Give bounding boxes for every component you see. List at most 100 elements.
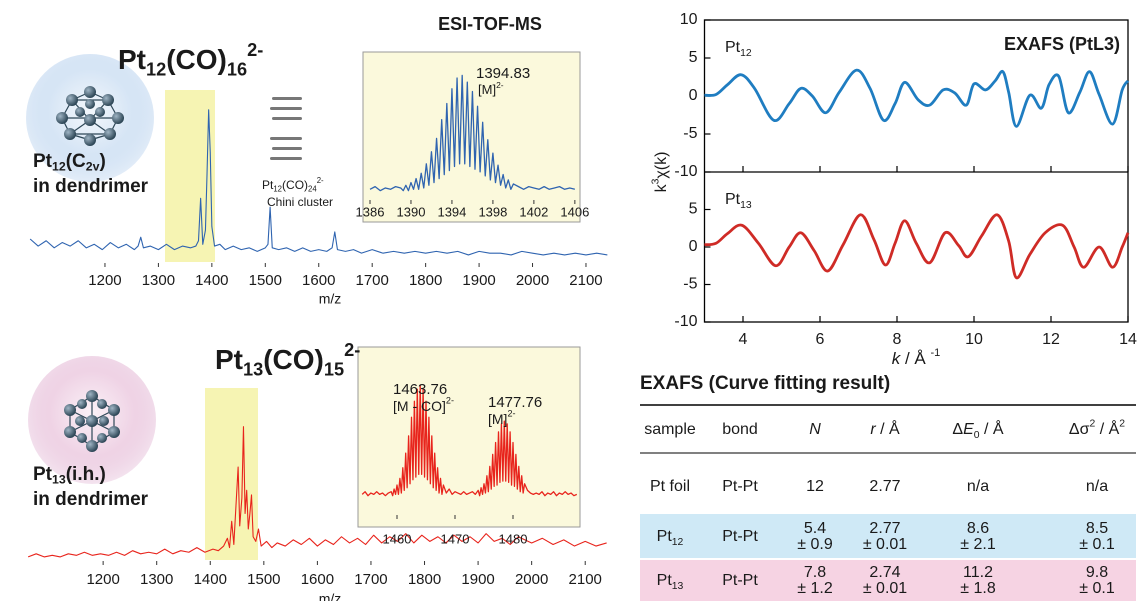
y-tick-label: 5 xyxy=(689,49,698,66)
row-band xyxy=(640,560,1136,601)
inset-box xyxy=(357,346,581,528)
cluster-label: Pt13(i.h.) xyxy=(33,464,106,487)
text-part: (CO) xyxy=(263,344,324,375)
x-tick-label: 2100 xyxy=(569,571,602,588)
x-axis-label: m/z xyxy=(319,591,342,601)
text-part: (CO) xyxy=(166,44,227,75)
x-tick-label: 1200 xyxy=(88,272,121,289)
text-part: -1 xyxy=(930,347,940,359)
text-part: 24 xyxy=(308,185,317,194)
y-tick-label: -10 xyxy=(674,313,697,330)
table-cell: Pt foil xyxy=(650,478,690,495)
text-part: 13 xyxy=(740,200,752,211)
x-tick-label: 1600 xyxy=(302,272,335,289)
x-tick-label: 2100 xyxy=(569,272,602,289)
x-tick-label: 8 xyxy=(893,331,902,348)
text-part: 13 xyxy=(243,359,263,379)
text-part: Pt xyxy=(118,44,146,75)
text-part: 13 xyxy=(672,581,684,592)
text-part: k xyxy=(892,349,902,368)
table-cell-error: ± 0.1 xyxy=(1079,580,1115,597)
text-part: 16 xyxy=(227,59,247,79)
table-cell: 2.77 xyxy=(869,478,900,495)
x-axis-label: k / Å -1 xyxy=(892,347,941,368)
text-part: (C xyxy=(66,151,86,172)
peak-label: 1477.76 xyxy=(488,394,542,411)
ion-label: [M]2- xyxy=(478,80,504,97)
table-header: bond xyxy=(722,421,758,438)
text-part: 13 xyxy=(52,473,66,487)
text-part: 2- xyxy=(317,176,324,185)
y-tick-label: 0 xyxy=(689,238,698,255)
y-tick-label: 10 xyxy=(680,11,698,28)
reference-name: Chini cluster xyxy=(267,195,333,209)
table-header: Δσ2 / Å2 xyxy=(1069,418,1125,438)
table-cell: 8.6 xyxy=(967,520,989,537)
x-tick-label: 6 xyxy=(816,331,825,348)
text-part: sample xyxy=(644,421,696,438)
x-tick-label: 1700 xyxy=(356,272,389,289)
text-part: Pt xyxy=(215,344,243,375)
x-tick-label: 1900 xyxy=(462,272,495,289)
table-cell-error: ± 2.1 xyxy=(960,536,996,553)
x-tick-label: 1800 xyxy=(409,272,442,289)
spectrum-line xyxy=(369,74,576,192)
spectrum-line xyxy=(704,68,1130,128)
x-tick-label: 1394 xyxy=(437,204,466,219)
table-header: sample xyxy=(644,421,696,438)
compound-label: Pt13(CO)152- xyxy=(215,340,360,380)
text-part: Pt xyxy=(725,191,741,208)
table-cell: n/a xyxy=(1086,478,1108,495)
x-tick-label: 1500 xyxy=(247,571,280,588)
cluster-icon xyxy=(64,390,120,452)
text-part: Pt foil xyxy=(650,478,690,495)
table-cell: Pt12 xyxy=(657,528,684,547)
table-header: N xyxy=(809,421,821,438)
x-tick-label: 1470 xyxy=(441,531,470,546)
x-tick-label: 14 xyxy=(1119,331,1137,348)
y-tick-label: -5 xyxy=(683,276,697,293)
panel-label: Pt13 xyxy=(725,191,752,210)
reference-label: Pt12(CO)242- xyxy=(262,176,324,193)
x-tick-label: 1460 xyxy=(383,531,412,546)
text-part: 2- xyxy=(344,340,360,360)
table-cell: 2.77 xyxy=(869,520,900,537)
x-tick-label: 4 xyxy=(739,331,748,348)
table-cell-error: ± 1.2 xyxy=(797,580,833,597)
table-cell-error: ± 0.01 xyxy=(863,580,907,597)
text-part: 2- xyxy=(446,396,454,406)
text-part: Pt xyxy=(657,572,673,589)
x-tick-label: 1700 xyxy=(354,571,387,588)
x-tick-label: 1402 xyxy=(519,204,548,219)
text-part: 12 xyxy=(52,160,66,174)
spectrum-line xyxy=(361,384,578,497)
text-part: r xyxy=(870,421,876,438)
host-label: in dendrimer xyxy=(33,489,149,510)
text-part: 3 xyxy=(650,178,661,184)
x-tick-label: 2000 xyxy=(516,272,549,289)
compound-label: Pt12(CO)162- xyxy=(118,40,263,80)
table-cell-error: ± 0.01 xyxy=(863,536,907,553)
text-part: (i.h.) xyxy=(66,464,106,485)
cluster-icon xyxy=(56,86,124,146)
text-part: χ(k) xyxy=(653,152,670,179)
x-tick-label: 1400 xyxy=(195,272,228,289)
text-part: Pt xyxy=(657,528,673,545)
text-part: 15 xyxy=(324,359,344,379)
table-cell: 2.74 xyxy=(869,564,900,581)
table-header: ΔE0 / Å xyxy=(952,419,1003,440)
text-part: / Å xyxy=(1095,419,1119,438)
text-part: Pt xyxy=(262,178,274,192)
ion-label: [M]2- xyxy=(488,409,516,427)
x-tick-label: 1406 xyxy=(560,204,589,219)
text-part: ) xyxy=(100,151,106,172)
x-tick-label: 1500 xyxy=(249,272,282,289)
plot-frame xyxy=(703,19,1129,323)
x-tick-label: 10 xyxy=(965,331,983,348)
chart-title: EXAFS (PtL3) xyxy=(1004,34,1120,54)
table-title: EXAFS (Curve fitting result) xyxy=(640,373,890,394)
chart-title: ESI-TOF-MS xyxy=(438,14,542,34)
chini-icon xyxy=(270,97,302,160)
peak-label: 1394.83 xyxy=(476,65,530,82)
